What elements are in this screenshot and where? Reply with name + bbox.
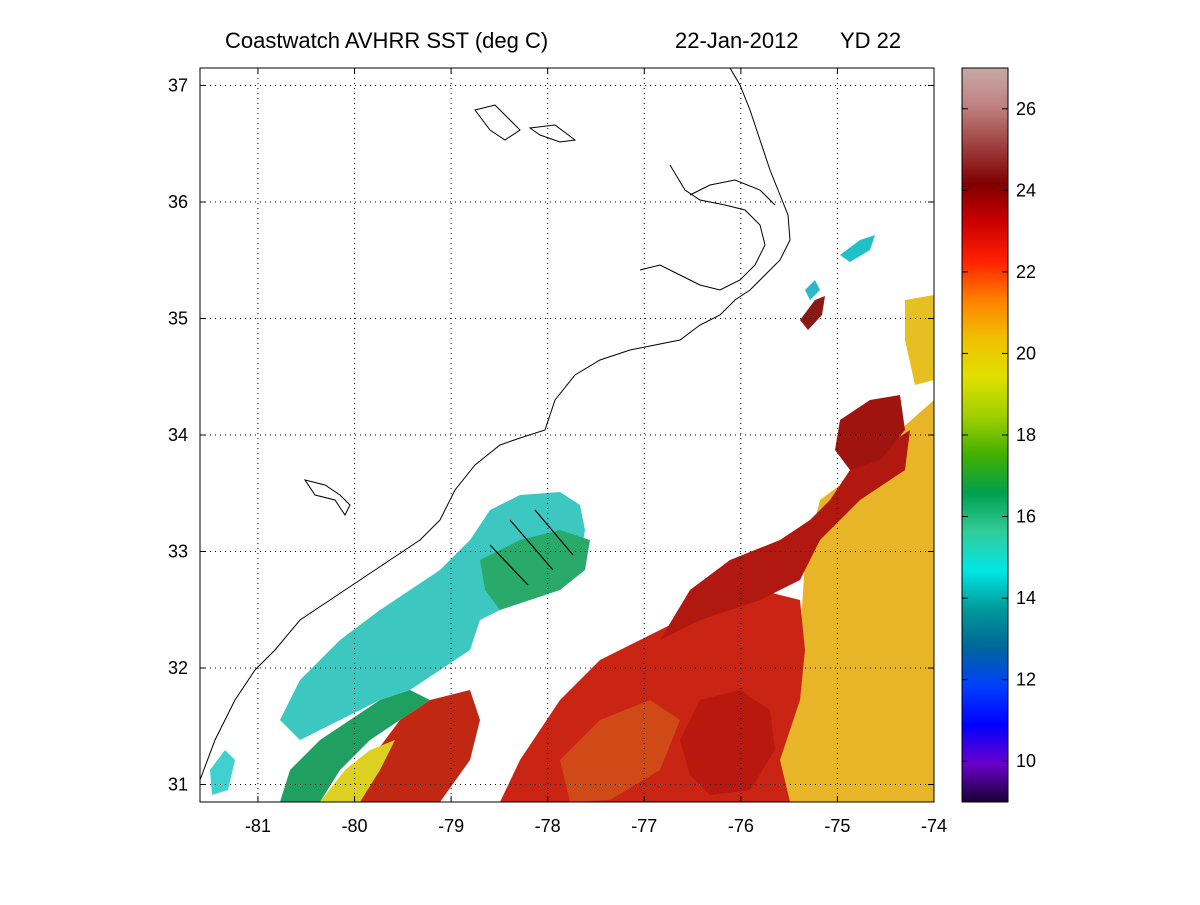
colorbar-tick-label: 24 bbox=[1016, 180, 1036, 200]
lon-tick-label: -74 bbox=[921, 816, 947, 836]
frontal-yellow bbox=[320, 740, 395, 802]
small-cyan-patch bbox=[805, 280, 820, 300]
shelf-water-green bbox=[480, 530, 590, 610]
lon-tick-label: -78 bbox=[535, 816, 561, 836]
gulf-stream-west bbox=[350, 690, 480, 802]
map-yearday: YD 22 bbox=[840, 28, 902, 53]
lat-ticks: 37 36 35 34 33 32 31 bbox=[168, 75, 934, 795]
lon-tick-label: -75 bbox=[824, 816, 850, 836]
colorbar-tick-label: 20 bbox=[1016, 343, 1036, 363]
nearshore-cyan bbox=[210, 750, 235, 795]
colorbar-tick-label: 10 bbox=[1016, 751, 1036, 771]
inland-lake-west bbox=[303, 479, 351, 516]
shelf-edge-front bbox=[280, 690, 430, 802]
colorbar-tick-label: 22 bbox=[1016, 262, 1036, 282]
lat-tick-label: 33 bbox=[168, 542, 188, 562]
inland-lake bbox=[474, 104, 577, 143]
warm-eddy bbox=[560, 700, 680, 802]
lat-tick-label: 37 bbox=[168, 75, 188, 95]
lon-tick-label: -81 bbox=[245, 816, 271, 836]
gulf-stream-north bbox=[660, 430, 910, 640]
lon-tick-label: -80 bbox=[342, 816, 368, 836]
shelf-cyan-north bbox=[840, 235, 875, 262]
albemarle-sound bbox=[689, 179, 776, 206]
sst-field bbox=[210, 235, 934, 802]
colorbar bbox=[961, 67, 1009, 803]
warm-patch-east bbox=[905, 295, 934, 385]
lon-ticks: -81 -80 -79 -78 -77 -76 -75 -74 bbox=[245, 68, 947, 836]
colorbar-tick-label: 12 bbox=[1016, 670, 1036, 690]
colorbar-tick-label: 18 bbox=[1016, 425, 1036, 445]
lat-tick-label: 32 bbox=[168, 658, 188, 678]
lat-tick-label: 35 bbox=[168, 308, 188, 328]
gulf-stream-filament bbox=[800, 296, 825, 330]
colorbar-tick-label: 16 bbox=[1016, 507, 1036, 527]
lon-tick-label: -76 bbox=[728, 816, 754, 836]
gulf-stream-outer bbox=[835, 395, 905, 470]
map-title-row: Coastwatch AVHRR SST (deg C) 22-Jan-2012… bbox=[200, 28, 940, 58]
lat-tick-label: 36 bbox=[168, 192, 188, 212]
coastline bbox=[199, 67, 791, 781]
colorbar-tick-label: 14 bbox=[1016, 588, 1036, 608]
map-date: 22-Jan-2012 bbox=[675, 28, 799, 53]
colorbar-tick-label: 26 bbox=[1016, 99, 1036, 119]
lat-tick-label: 31 bbox=[168, 775, 188, 795]
colorbar-ticks: 10 12 14 16 18 20 22 24 26 bbox=[962, 99, 1036, 771]
lon-tick-label: -79 bbox=[438, 816, 464, 836]
warm-core-ring bbox=[680, 690, 775, 795]
pamlico-sound bbox=[639, 164, 766, 291]
map-title: Coastwatch AVHRR SST (deg C) bbox=[225, 28, 549, 53]
lat-tick-label: 34 bbox=[168, 425, 188, 445]
transect-lines bbox=[489, 509, 574, 586]
lon-tick-label: -77 bbox=[631, 816, 657, 836]
